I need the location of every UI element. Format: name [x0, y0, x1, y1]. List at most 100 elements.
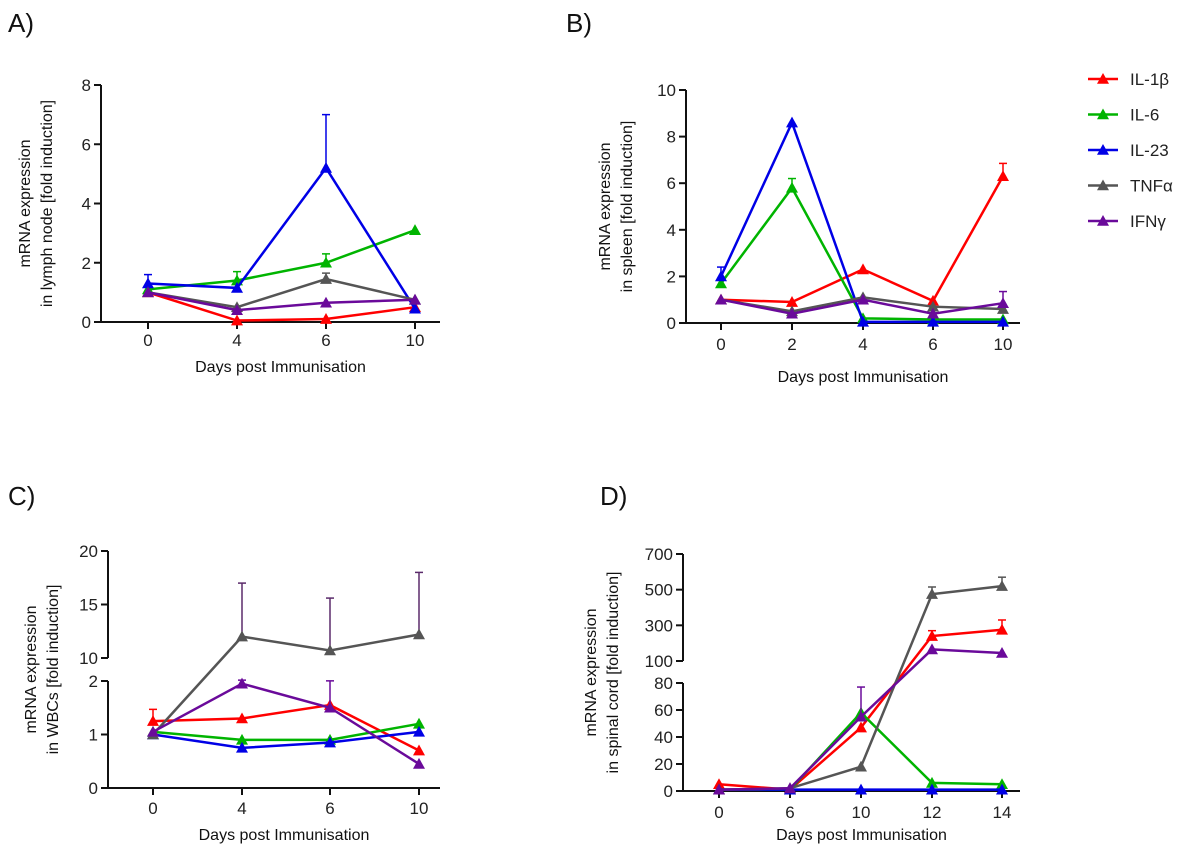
legend-label: TNFα: [1130, 177, 1173, 196]
data-point: [855, 783, 867, 795]
data-point: [413, 757, 425, 769]
y-axis-label: in lymph node [fold induction]: [39, 100, 56, 307]
series-line: [147, 291, 416, 322]
data-point: [231, 314, 243, 326]
y-axis-label: in spleen [fold induction]: [619, 121, 636, 293]
legend-label: IL-23: [1130, 141, 1169, 160]
legend-label: IFNγ: [1130, 212, 1166, 231]
data-point: [320, 296, 332, 308]
data-point: [927, 315, 939, 327]
x-tick-label: 4: [232, 331, 241, 350]
legend-item: IL-6: [1088, 106, 1159, 125]
panel-label: B): [566, 8, 592, 38]
data-point: [786, 181, 798, 193]
data-point: [996, 783, 1008, 795]
legend-item: TNFα: [1088, 177, 1173, 196]
data-point: [236, 712, 248, 724]
series-ifn: [713, 643, 1008, 795]
x-tick-label: 4: [237, 799, 246, 818]
series-line: [147, 291, 416, 312]
y-tick-label: 20: [79, 542, 98, 561]
y-tick-label: 1: [89, 726, 98, 745]
series-il6: [142, 224, 421, 295]
data-point: [147, 725, 159, 737]
data-point: [926, 783, 938, 795]
data-point: [320, 313, 332, 324]
y-tick-label: 20: [654, 755, 673, 774]
y-tick-label: 100: [645, 652, 673, 671]
data-point: [231, 281, 243, 293]
data-point: [142, 277, 154, 289]
series-il1: [715, 162, 1009, 307]
data-point: [855, 710, 867, 722]
x-axis-label: Days post Immunisation: [776, 827, 947, 844]
data-point: [927, 294, 939, 306]
x-tick-label: 12: [923, 803, 942, 822]
y-axis-label: in spinal cord [fold induction]: [605, 572, 622, 774]
data-point: [997, 297, 1009, 308]
data-point: [324, 644, 336, 656]
data-point: [786, 296, 798, 307]
series-line: [147, 165, 417, 310]
series-line: [719, 119, 1003, 324]
series-il23: [715, 116, 1009, 327]
data-point: [926, 643, 938, 655]
series-ifn: [142, 286, 421, 315]
series-ifn: [147, 677, 425, 769]
series-il23: [142, 113, 421, 314]
series-line: [147, 228, 416, 291]
legend-item: IL-23: [1088, 141, 1169, 160]
x-tick-label: 10: [852, 803, 871, 822]
data-point: [413, 725, 425, 737]
x-axis-label: Days post Immunisation: [778, 369, 949, 386]
data-point: [236, 677, 248, 689]
panel-d: D) 0 20 40 60 80 100 300 500 700 0 6 10 12 14 Days post…: [583, 481, 1020, 844]
data-point: [409, 224, 421, 235]
x-tick-label: 10: [406, 331, 425, 350]
data-point: [409, 302, 421, 314]
series-line: [720, 175, 1005, 304]
x-tick-label: 0: [143, 331, 152, 350]
y-tick-label: 0: [664, 782, 673, 801]
panel-label: D): [600, 481, 627, 511]
data-point: [715, 270, 727, 282]
x-tick-label: 4: [858, 335, 867, 354]
data-point: [855, 760, 867, 772]
data-point: [236, 733, 248, 745]
data-point: [857, 315, 869, 327]
data-point: [236, 741, 248, 753]
panel-b: B) 0 2 4 6 8 10 0 2 4 6 10 Days post Immunisation mRN…: [566, 8, 1020, 386]
data-point: [996, 580, 1008, 591]
data-point: [320, 161, 332, 173]
data-point: [320, 273, 332, 284]
panel-label: A): [8, 8, 34, 38]
x-axis-label: Days post Immunisation: [199, 827, 370, 844]
y-tick-label: 0: [667, 314, 676, 333]
legend-item: IFNγ: [1088, 212, 1166, 231]
y-axis-label: in WBCs [fold induction]: [45, 585, 62, 755]
data-point: [997, 170, 1009, 182]
y-axis-label: mRNA expression: [23, 605, 40, 733]
data-point: [996, 646, 1008, 658]
y-tick-label: 80: [654, 674, 673, 693]
data-point: [413, 744, 425, 756]
data-point: [324, 736, 336, 748]
series-line: [152, 703, 420, 752]
y-tick-label: 2: [89, 672, 98, 691]
series-il1: [147, 699, 425, 756]
x-tick-label: 10: [410, 799, 429, 818]
panel-a: A) 0 2 4 6 8 0 4 6 10 Days post Immunisation mRNA e…: [8, 8, 440, 376]
data-point: [927, 307, 939, 319]
series-line: [147, 277, 416, 309]
legend-marker-icon: [1097, 179, 1109, 191]
x-tick-label: 14: [993, 803, 1012, 822]
x-tick-label: 6: [785, 803, 794, 822]
legend-marker-icon: [1097, 215, 1109, 226]
data-point: [713, 783, 725, 795]
x-axis-label: Days post Immunisation: [195, 359, 366, 376]
y-tick-label: 4: [667, 221, 676, 240]
data-point: [784, 782, 796, 794]
data-point: [409, 293, 421, 305]
legend-item: IL-1β: [1088, 70, 1169, 89]
